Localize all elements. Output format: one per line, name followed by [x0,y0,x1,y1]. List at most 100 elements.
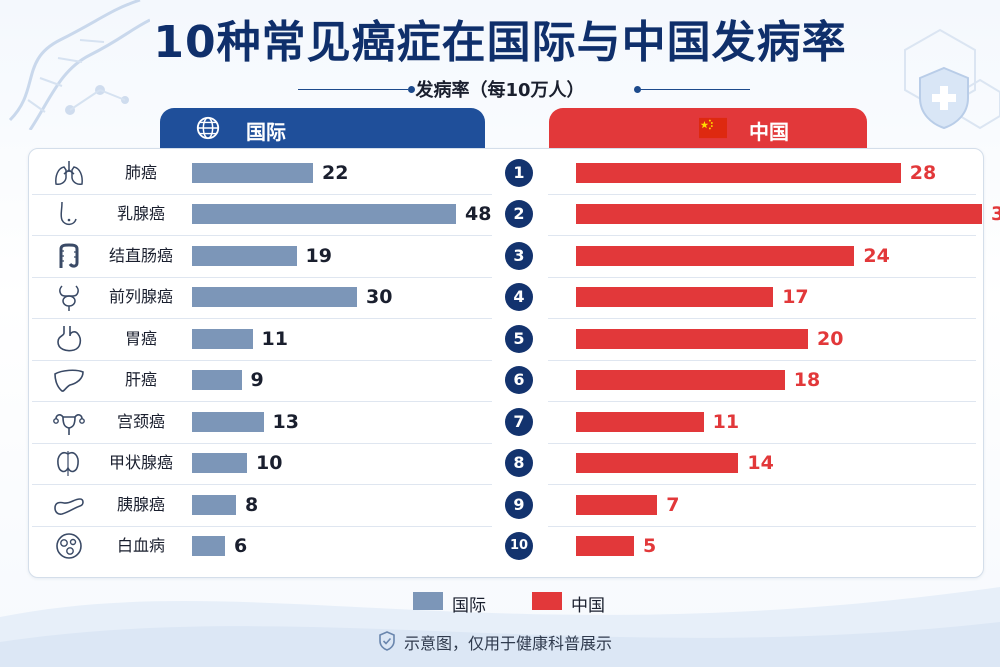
value-label-china: 24 [863,244,890,267]
lungs-icon [55,160,83,185]
rank-badge: 1 [505,158,533,187]
row-divider-international [32,276,492,278]
category-label: 白血病 [116,536,165,556]
value-label-china: 11 [712,410,740,433]
row-divider-china [548,318,976,319]
value-label-international: 6 [234,535,248,558]
rank-badge: 4 [505,283,533,312]
category-label: 胃癌 [124,328,157,348]
category-label: 宫颈癌 [116,411,165,431]
bar-international [192,494,236,515]
value-label-international: 8 [245,493,259,516]
background-wave [0,587,1000,667]
category-label: 结直肠癌 [108,245,173,265]
subtitle-line-left [298,89,408,90]
value-label-international: 9 [250,369,264,392]
row-divider-china [548,276,976,278]
category-label: 甲状腺癌 [108,453,173,473]
legend-swatch-china [532,592,562,610]
bar-international [192,287,357,308]
row-divider-international [32,193,492,195]
china-flag-icon [699,117,727,139]
header-international: 国际 [160,108,485,148]
category-label: 肝癌 [124,370,157,390]
header-china-label: 中国 [749,120,789,144]
bar-china [576,411,704,432]
globe-icon [196,116,220,140]
category-label: 肺癌 [124,162,157,182]
row-divider-international [32,484,492,485]
value-label-international: 13 [272,410,299,433]
rank-badge: 7 [505,407,533,436]
value-label-china: 28 [909,161,937,184]
bar-china [576,204,982,225]
liver-icon [54,369,84,393]
category-label: 乳腺癌 [116,204,165,224]
row-divider-international [32,359,492,361]
value-label-china: 17 [782,286,809,309]
breast-icon [60,202,77,226]
header-china: 中国 [549,108,867,148]
bar-international [192,162,313,183]
stomach-icon [57,325,82,352]
row-divider-china [548,235,976,236]
legend-label-china: 中国 [571,596,605,616]
value-label-china: 5 [643,535,657,558]
category-label: 前列腺癌 [108,287,173,307]
value-label-international: 22 [322,161,349,184]
row-divider-china [548,359,976,361]
uterus-icon [53,413,85,435]
bar-international [192,536,225,557]
legend-swatch-international [413,592,443,610]
shield-check-icon [379,631,395,651]
dna-decoration-icon [8,0,150,130]
rank-badge: 3 [505,241,533,270]
bar-china [576,245,855,266]
bar-china [576,287,774,308]
bar-international [192,370,242,391]
rank-badge: 10 [505,532,533,561]
bar-china [576,536,634,557]
value-label-china: 7 [666,493,680,516]
bar-international [192,328,253,349]
rank-badge: 5 [505,324,533,353]
pancreas-icon [54,497,84,515]
bar-china [576,453,739,474]
value-label-china: 35 [991,203,1000,226]
row-divider-china [548,525,976,527]
bar-china [576,162,901,183]
row-divider-china [548,193,976,195]
shield-cross-icon [919,66,969,130]
legend: 国际 中国 [0,590,1000,616]
colon-icon [59,243,79,268]
value-label-china: 18 [793,369,821,392]
row-divider-international [32,401,492,402]
rank-badge: 6 [505,366,533,395]
subtitle-line-right [640,89,750,90]
subtitle: 发病率（每10万人） [415,80,585,101]
value-label-international: 11 [261,327,288,350]
row-divider-china [548,484,976,485]
footer: 示意图，仅用于健康科普展示 [0,630,1000,653]
page-title: 10种常见癌症在国际与中国发病率 [153,17,847,68]
row-divider-international [32,235,492,236]
bar-china [576,494,658,515]
legend-label-international: 国际 [452,596,486,616]
value-label-international: 19 [305,244,332,267]
bar-china [576,370,785,391]
value-label-international: 10 [256,452,283,475]
bar-international [192,411,264,432]
thyroid-icon [57,451,79,477]
rank-badge: 8 [505,449,533,478]
value-label-international: 48 [465,203,492,226]
row-divider-international [32,525,492,527]
row-divider-china [548,401,976,402]
value-label-china: 20 [817,327,844,350]
subtitle-dot-right [634,86,641,93]
value-label-international: 30 [366,286,393,309]
bar-international [192,453,247,474]
value-label-china: 14 [747,452,774,475]
rank-badge: 2 [505,200,533,229]
rank-badge: 9 [505,490,533,519]
row-divider-international [32,442,492,444]
